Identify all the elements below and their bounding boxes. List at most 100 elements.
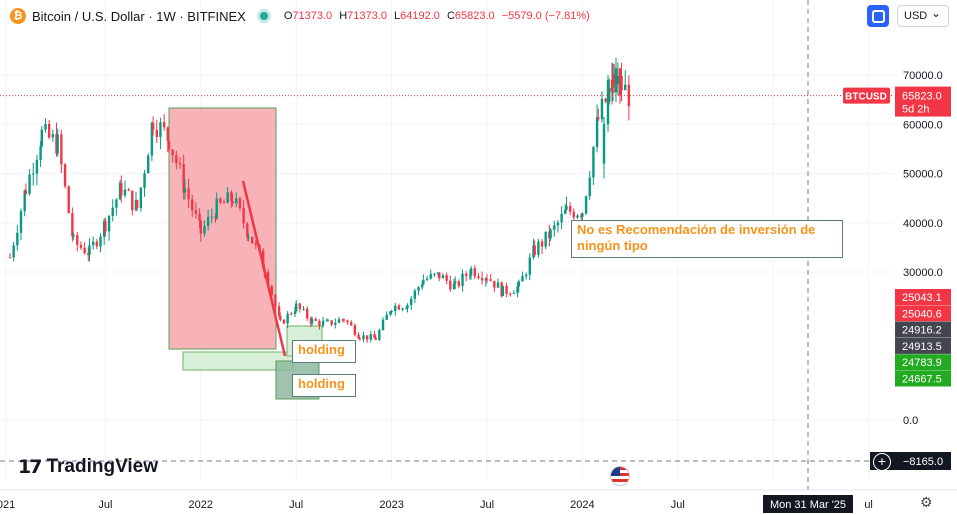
- candle-body: [194, 210, 198, 214]
- price-axis[interactable]: 70000.0 60000.0 50000.0 40000.0 30000.0 0.0 BT…: [843, 70, 951, 470]
- candle-body: [362, 335, 365, 340]
- candle-body: [131, 190, 134, 211]
- candle-body: [613, 74, 616, 85]
- candle-body: [401, 308, 404, 310]
- candle-body: [468, 275, 472, 277]
- candle-body: [369, 334, 373, 340]
- candle-body: [365, 335, 369, 340]
- x-tick-label: ul: [864, 499, 873, 511]
- candle-body: [480, 277, 484, 281]
- candle-body: [247, 236, 250, 238]
- change-value: −5579.0 (−7.81%): [501, 10, 590, 22]
- candle-body: [597, 117, 600, 120]
- x-tick-label: 2024: [570, 499, 594, 511]
- market-status-icon[interactable]: [259, 12, 268, 20]
- crosshair-price-label: −8165.0: [903, 456, 943, 468]
- candle-body: [373, 334, 376, 338]
- candle-body: [321, 320, 325, 326]
- candle-body: [485, 278, 489, 280]
- candle-body: [484, 278, 487, 281]
- us-flag-icon[interactable]: [610, 466, 630, 486]
- candle-body: [162, 122, 166, 128]
- sell-zone-rect[interactable]: [168, 107, 277, 350]
- disclaimer-note[interactable]: No es Recomendación de inversión de ning…: [571, 220, 843, 258]
- price-tag: 24783.9: [902, 357, 942, 369]
- y-tick-label: 70000.0: [903, 70, 943, 82]
- candle-body: [533, 245, 536, 255]
- candle-body: [425, 278, 429, 280]
- candle-body: [445, 275, 448, 281]
- candle-body: [242, 207, 245, 224]
- candle-body: [516, 286, 519, 294]
- candle-body: [342, 319, 346, 321]
- candle-body: [604, 98, 607, 102]
- candle-body: [452, 283, 456, 290]
- candle-body: [505, 285, 508, 294]
- candle-body: [95, 241, 99, 247]
- candle-body: [250, 236, 254, 244]
- trend-line[interactable]: [241, 180, 287, 357]
- symbol-title[interactable]: Bitcoin / U.S. Dollar · 1W · BITFINEX: [32, 8, 246, 24]
- close-value: 65823.0: [454, 10, 495, 22]
- price-tag: 25040.6: [902, 308, 942, 320]
- candle-body: [266, 272, 270, 287]
- candle-body: [449, 280, 452, 290]
- holding-note-2[interactable]: holding: [292, 374, 356, 397]
- candle-body: [166, 127, 169, 142]
- candle-body: [556, 222, 560, 226]
- candle-body: [306, 308, 309, 319]
- candle-body: [254, 243, 258, 245]
- ohlc-values: O71373.0 H71373.0 L64192.0 C65823.0 −557…: [283, 10, 590, 22]
- candle-body: [337, 319, 341, 323]
- candle-body: [88, 245, 91, 256]
- price-tag-bg: [895, 337, 951, 354]
- candle-body: [178, 163, 182, 165]
- candle-body: [71, 213, 74, 237]
- price-tag-bg: [895, 370, 951, 387]
- candle-body: [115, 199, 118, 208]
- candle-body: [159, 122, 162, 137]
- candle-body: [35, 159, 39, 174]
- candle-body: [602, 124, 606, 164]
- candle-body: [595, 117, 599, 148]
- candle-body: [8, 257, 12, 259]
- candle-body: [203, 225, 206, 234]
- candle-body: [139, 187, 143, 209]
- tradingview-logo[interactable]: 17 TradingView: [18, 456, 158, 478]
- candle-body: [44, 123, 47, 130]
- price-tag-bg: [895, 289, 951, 305]
- candle-body: [24, 190, 28, 194]
- holding-note-1[interactable]: holding: [292, 340, 356, 363]
- candle-body: [390, 310, 393, 312]
- price-tag-bg: [895, 321, 951, 338]
- crosshair-time-bg: [763, 495, 853, 513]
- time-axis[interactable]: 021Jul2022Jul2023Jul2024Jul20ulMon 31 Ma…: [0, 489, 957, 513]
- candle-body: [222, 202, 226, 204]
- candle-body: [454, 281, 457, 284]
- candle-body: [357, 334, 360, 339]
- candle-body: [429, 273, 432, 279]
- candle-body: [183, 188, 187, 193]
- candle-body: [215, 198, 218, 219]
- y-tick-label: 60000.0: [903, 119, 943, 131]
- candle-body: [493, 280, 496, 288]
- sync-button[interactable]: [867, 5, 889, 27]
- candle-body: [47, 123, 51, 138]
- holding-text-1: holding: [298, 342, 345, 357]
- candle-body: [588, 177, 591, 197]
- price-tag: 24916.2: [902, 325, 942, 337]
- candle-body: [314, 319, 317, 321]
- currency-select[interactable]: USD: [897, 3, 949, 27]
- y-tick-label: 40000.0: [903, 218, 943, 230]
- candle-body: [111, 207, 114, 216]
- candle-body: [175, 155, 178, 164]
- high-value: 71373.0: [347, 10, 387, 22]
- candle-body: [72, 235, 75, 237]
- candle-body: [500, 282, 503, 297]
- add-alert-button[interactable]: +: [873, 453, 891, 471]
- candle-body: [127, 189, 130, 191]
- candle-body: [286, 313, 289, 324]
- candle-body: [309, 318, 313, 324]
- candle-body: [509, 293, 512, 295]
- gear-icon[interactable]: ⚙: [920, 494, 933, 510]
